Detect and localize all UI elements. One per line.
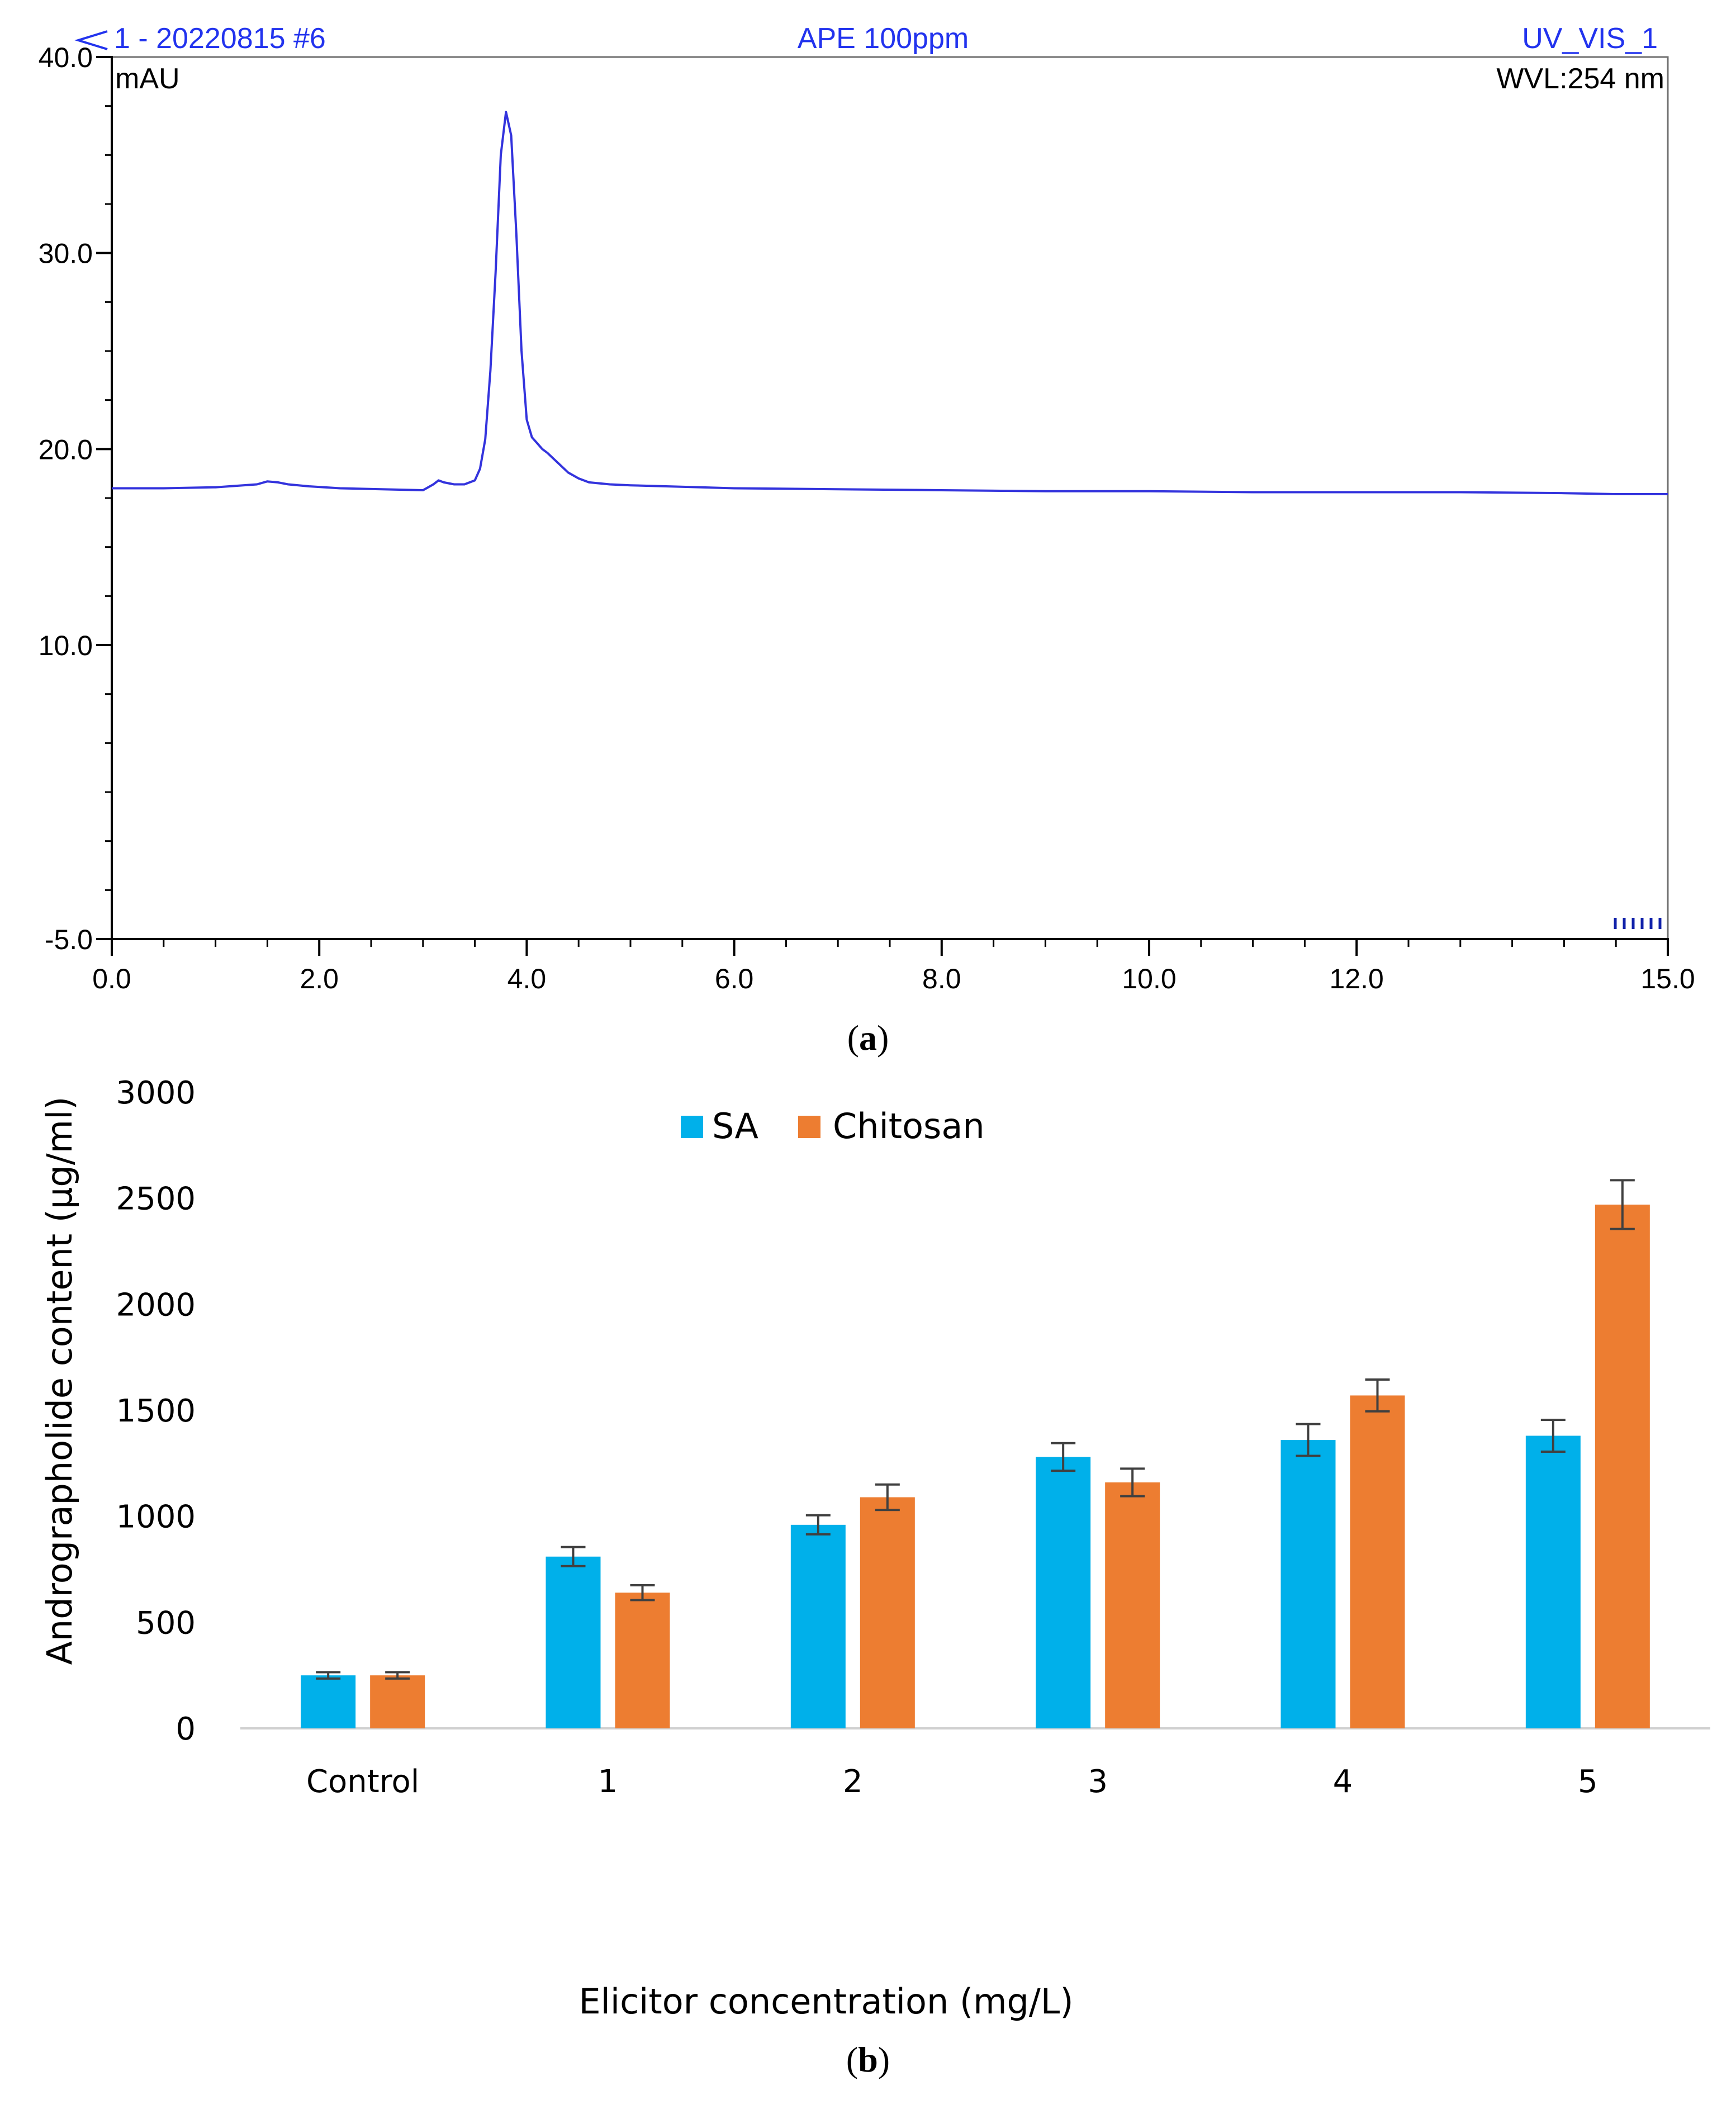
chromatogram-sample-id: 1 - 20220815 #6 xyxy=(114,22,326,55)
chromatogram-y-ticks: -5.0 10.0 20.0 30.0 40.0 xyxy=(39,42,112,955)
bar-chart-y-axis-label: Andrographolide content (μg/ml) xyxy=(39,1097,80,1665)
chromatogram-x-tick-label: 0.0 xyxy=(92,963,131,994)
bar-sa xyxy=(790,1524,846,1728)
chromatogram-x-tick-label: 15.0 xyxy=(1640,963,1695,994)
bar-chitosan xyxy=(860,1497,915,1728)
chromatogram-channel: UV_VIS_1 xyxy=(1522,22,1658,55)
bar-chart-y-tick-label: 0 xyxy=(176,1711,196,1747)
bar-chitosan xyxy=(1105,1482,1160,1728)
chromatogram-x-ticks: 0.0 2.0 4.0 6.0 8.0 10.0 12.0 15.0 xyxy=(92,939,1695,994)
chromatogram-x-tick-label: 8.0 xyxy=(922,963,961,994)
legend-swatch-sa xyxy=(681,1116,703,1138)
bar-sa xyxy=(1036,1457,1091,1728)
legend-label-chitosan: Chitosan xyxy=(833,1106,985,1146)
chromatogram-panel: 1 - 20220815 #6 APE 100ppm UV_VIS_1 mAU … xyxy=(39,22,1695,1058)
bar-chart-y-tick-label: 500 xyxy=(136,1605,196,1641)
bar-chart-y-ticks: 0 500 1000 1500 2000 2500 3000 xyxy=(116,1075,196,1747)
chromatogram-y-tick-label: 10.0 xyxy=(39,630,93,661)
bar-chart-x-ticks: Control 1 2 3 4 5 xyxy=(306,1764,1598,1800)
chromatogram-y-tick-label: 20.0 xyxy=(39,434,93,465)
bar-chart-y-tick-label: 3000 xyxy=(116,1075,196,1111)
chromatogram-x-tick-label: 6.0 xyxy=(715,963,754,994)
chromatogram-y-tick-label: 30.0 xyxy=(39,238,93,269)
chromatogram-sample-name: APE 100ppm xyxy=(798,22,969,55)
bar-chart-panel: 0 500 1000 1500 2000 2500 3000 Control 1 2 3 4 5 SA… xyxy=(39,1075,1710,2079)
bar-chart-x-tick-label: 1 xyxy=(598,1764,618,1800)
chromatogram-y-unit: mAU xyxy=(115,63,180,95)
bar-sa xyxy=(1525,1435,1581,1728)
chromatogram-trace xyxy=(112,111,1668,495)
bar-chitosan xyxy=(1595,1205,1650,1728)
chromatogram-y-tick-label: -5.0 xyxy=(45,924,93,955)
bar-chart-y-tick-label: 2500 xyxy=(116,1181,196,1217)
bar-chart-y-tick-label: 1000 xyxy=(116,1499,196,1536)
chromatogram-y-tick-label: 40.0 xyxy=(39,42,93,73)
legend-label-sa: SA xyxy=(712,1106,758,1146)
panel-a-label: (a) xyxy=(847,1018,889,1058)
chromatogram-x-tick-label: 10.0 xyxy=(1122,963,1176,994)
bar-chart-x-tick-label: 4 xyxy=(1333,1764,1353,1800)
bar-sa xyxy=(546,1556,601,1728)
chromatogram-x-tick-label: 12.0 xyxy=(1330,963,1384,994)
bar-sa xyxy=(1280,1440,1336,1728)
back-arrow-icon[interactable] xyxy=(74,30,108,50)
chromatogram-x-tick-label: 2.0 xyxy=(300,963,339,994)
bar-chart-x-tick-label: 5 xyxy=(1578,1764,1598,1800)
bar-sa xyxy=(301,1675,356,1728)
panel-b-label: (b) xyxy=(846,2040,890,2079)
bar-chitosan xyxy=(370,1675,425,1728)
bar-chart-x-tick-label: 3 xyxy=(1088,1764,1108,1800)
bar-chart-x-tick-label: 2 xyxy=(843,1764,863,1800)
chromatogram-plot-frame xyxy=(111,56,1669,940)
bar-chart-x-axis-label: Elicitor concentration (mg/L) xyxy=(578,1981,1073,2022)
chromatogram-wavelength: WVL:254 nm xyxy=(1496,63,1664,95)
bar-chart-legend: SA Chitosan xyxy=(681,1106,985,1146)
bar-chitosan xyxy=(1350,1395,1405,1728)
bar-chart-x-tick-label: Control xyxy=(306,1764,419,1800)
bar-chart-y-tick-label: 2000 xyxy=(116,1287,196,1323)
chromatogram-x-tick-label: 4.0 xyxy=(507,963,547,994)
bar-chart-y-tick-label: 1500 xyxy=(116,1393,196,1429)
zoom-scale-icon[interactable] xyxy=(1614,918,1662,929)
bar-chitosan xyxy=(615,1593,670,1728)
bar-chart-bars xyxy=(301,1179,1650,1728)
legend-swatch-chitosan xyxy=(798,1116,820,1138)
